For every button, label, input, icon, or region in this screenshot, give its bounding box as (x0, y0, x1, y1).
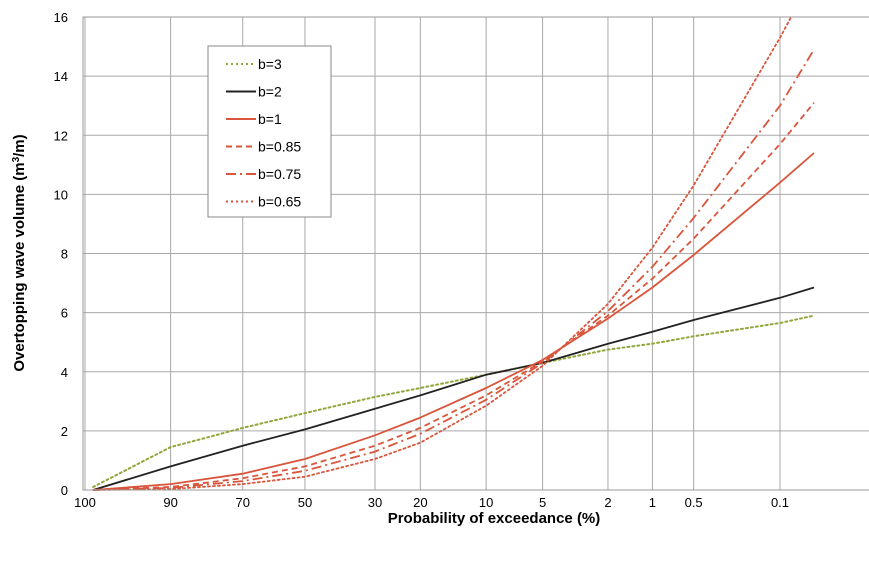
legend-box (207, 45, 332, 218)
y-tick-label: 6 (61, 306, 68, 321)
x-tick-label: 10 (479, 495, 493, 510)
legend-label: b=0.85 (258, 139, 301, 155)
series-line-b=0.75 (93, 49, 815, 491)
y-tick-label: 14 (54, 69, 68, 84)
legend-label: b=0.75 (258, 166, 301, 182)
x-tick-label: 20 (413, 495, 427, 510)
legend: b=3 b=2 b=1 b=0.85 b=0.75 b=0.65 (207, 45, 332, 218)
y-tick-label: 8 (61, 247, 68, 262)
y-tick-label: 10 (54, 187, 68, 202)
x-axis-title: Probability of exceedance (%) (388, 510, 601, 527)
x-tick-label: 100 (74, 495, 96, 510)
x-tick-label: 0.1 (771, 495, 789, 510)
x-tick-label: 30 (368, 495, 382, 510)
series-line-b=1 (93, 152, 815, 491)
series-line-b=0.85 (93, 102, 815, 491)
x-tick-label: 0.5 (685, 495, 703, 510)
x-tick-label: 90 (163, 495, 177, 510)
x-tick-label: 5 (539, 495, 546, 510)
legend-label: b=3 (258, 56, 282, 72)
x-tick-label: 50 (298, 495, 312, 510)
plot-area-frame (82, 16, 869, 491)
x-tick-label: 2 (604, 495, 611, 510)
y-tick-label: 16 (54, 10, 68, 25)
y-tick-label: 2 (61, 424, 68, 439)
y-tick-label: 12 (54, 128, 68, 143)
legend-label: b=1 (258, 111, 282, 127)
series-lines (92, 16, 815, 491)
series-line-b=3 (92, 314, 815, 488)
x-tick-labels: 100 90 70 50 30 20 10 5 2 1 0.5 0.1 (74, 495, 789, 510)
y-tick-label: 4 (61, 365, 68, 380)
series-line-b=0.65 (92, 16, 792, 491)
y-axis-title: Overtopping wave volume (m3/m) (11, 134, 29, 371)
y-tick-label: 0 (61, 483, 68, 498)
series-line-b=2 (92, 286, 815, 491)
y-tick-labels: 0 2 4 6 8 10 12 14 16 (54, 10, 68, 498)
legend-label: b=0.65 (258, 194, 301, 210)
x-tick-label: 70 (235, 495, 249, 510)
legend-label: b=2 (258, 84, 282, 100)
x-tick-label: 1 (649, 495, 656, 510)
